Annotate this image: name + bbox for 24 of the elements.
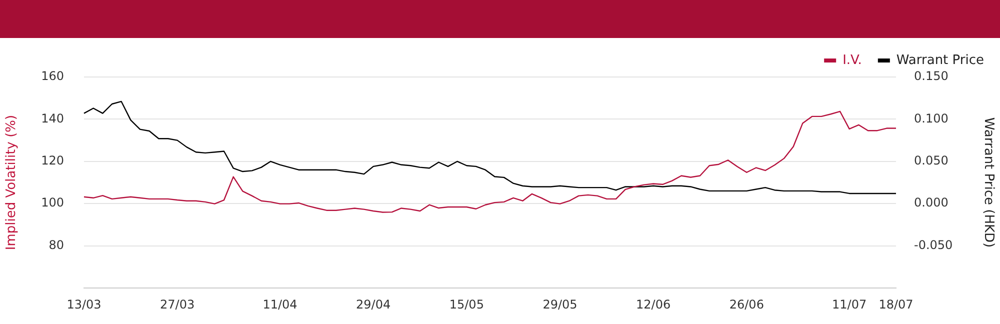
y-tick-label: 100 <box>41 196 64 210</box>
x-tick-label: 11/07 <box>832 297 867 312</box>
x-tick-label: 26/06 <box>729 297 764 312</box>
y2-tick-label: 0.050 <box>914 154 948 168</box>
x-tick-label: 15/05 <box>449 297 484 312</box>
legend-label: I.V. <box>842 52 862 68</box>
y-tick-label: 160 <box>41 69 64 84</box>
legend-label: Warrant Price <box>896 52 984 68</box>
x-tick-label: 27/03 <box>160 297 195 312</box>
y-tick-label: 140 <box>41 111 64 126</box>
y2-tick-label: 0.150 <box>914 69 948 84</box>
x-tick-label: 13/03 <box>66 297 102 312</box>
y-axis-title: Implied Volatility (%) <box>4 114 20 250</box>
x-tick-label: 18/07 <box>878 297 914 312</box>
x-tick-label: 29/04 <box>356 297 391 312</box>
y-tick-label: 80 <box>48 238 64 252</box>
y-tick-label: 120 <box>41 154 64 168</box>
y2-tick-label: 0.000 <box>914 196 948 210</box>
y2-tick-label: -0.050 <box>914 238 953 252</box>
y2-tick-label: 0.100 <box>914 111 948 126</box>
x-tick-label: 11/04 <box>262 297 298 312</box>
x-tick-label: 12/06 <box>636 297 671 312</box>
y2-axis-title: Warrant Price (HKD) <box>980 117 996 248</box>
x-tick-label: 29/05 <box>542 297 578 312</box>
